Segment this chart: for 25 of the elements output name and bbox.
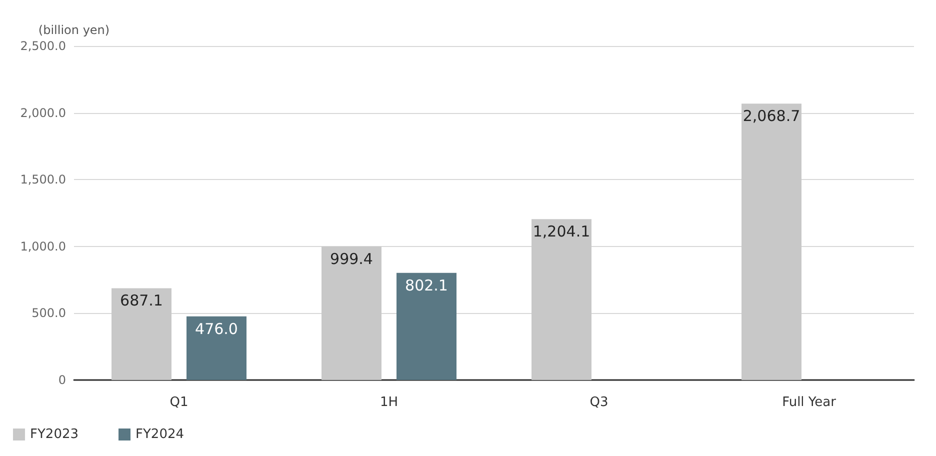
x-tick-label: Q1 xyxy=(170,395,188,410)
legend-label: FY2023 xyxy=(30,427,79,442)
data-label: 2,068.7 xyxy=(742,107,800,126)
bar xyxy=(186,316,246,380)
bar xyxy=(532,219,592,380)
bar xyxy=(322,246,382,380)
y-tick-label: 0 xyxy=(58,373,66,387)
legend-label: FY2024 xyxy=(136,427,184,442)
x-tick-label: Full Year xyxy=(782,395,837,410)
y-tick-label: 2,000.0 xyxy=(20,106,66,120)
data-label: 802.1 xyxy=(405,276,448,294)
y-tick-label: 1,000.0 xyxy=(20,239,66,254)
x-tick-label: 1H xyxy=(380,395,398,410)
data-label: 476.0 xyxy=(195,320,238,338)
x-tick-label: Q3 xyxy=(590,395,608,410)
data-label: 687.1 xyxy=(120,292,163,310)
y-tick-label: 500.0 xyxy=(32,306,66,320)
data-label: 1,204.1 xyxy=(532,222,590,241)
bar xyxy=(742,104,802,380)
y-tick-label: 1,500.0 xyxy=(20,172,66,187)
y-axis-title: (billion yen) xyxy=(38,23,110,37)
bar xyxy=(396,272,456,380)
y-tick-label: 2,500.0 xyxy=(20,39,66,53)
bar xyxy=(112,288,172,380)
data-label: 999.4 xyxy=(330,250,373,268)
